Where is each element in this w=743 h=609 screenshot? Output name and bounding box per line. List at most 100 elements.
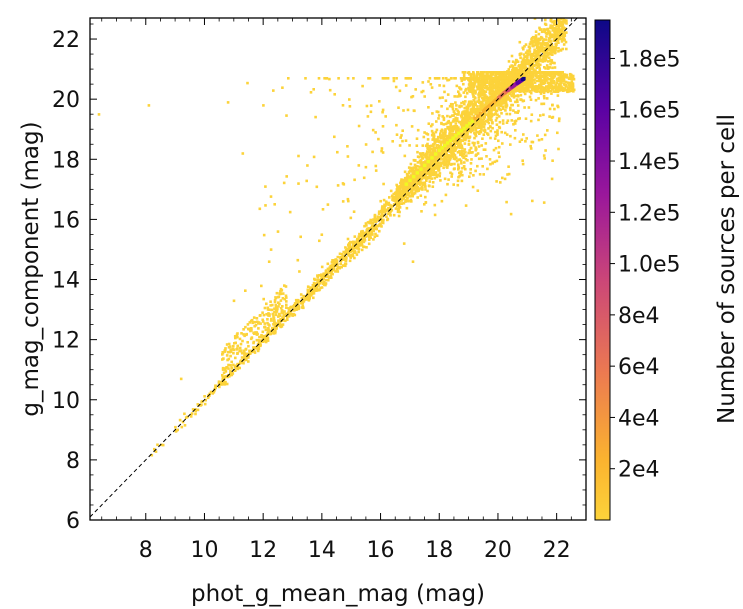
density-cell bbox=[489, 136, 492, 140]
density-cell bbox=[432, 132, 436, 136]
density-cell bbox=[411, 173, 415, 176]
density-cell bbox=[448, 144, 451, 147]
density-cell bbox=[546, 42, 550, 46]
density-cell bbox=[238, 362, 242, 365]
density-cell bbox=[358, 242, 362, 245]
density-cell bbox=[240, 356, 244, 359]
density-cell bbox=[468, 136, 471, 139]
density-cell bbox=[468, 125, 472, 129]
density-cell bbox=[495, 180, 498, 183]
density-cell bbox=[558, 89, 561, 92]
density-cell bbox=[406, 177, 409, 181]
density-cell bbox=[448, 128, 451, 131]
density-cell bbox=[353, 235, 357, 238]
density-cell bbox=[153, 447, 156, 451]
density-cell bbox=[422, 135, 426, 139]
density-cell bbox=[467, 104, 470, 108]
density-cell bbox=[495, 123, 499, 126]
density-cell bbox=[551, 61, 555, 65]
density-cell bbox=[516, 104, 520, 107]
density-cell bbox=[540, 138, 544, 141]
density-cell bbox=[565, 47, 568, 51]
density-cell bbox=[430, 86, 434, 89]
density-cell bbox=[489, 162, 492, 166]
density-cell bbox=[477, 93, 480, 96]
density-cell bbox=[557, 147, 560, 151]
density-cell bbox=[442, 166, 445, 170]
density-cell bbox=[514, 111, 517, 114]
density-cell bbox=[468, 111, 471, 115]
density-cell bbox=[536, 60, 540, 63]
density-cell bbox=[522, 61, 526, 65]
density-cell bbox=[404, 184, 408, 188]
density-cell bbox=[406, 193, 409, 196]
density-cell bbox=[442, 154, 445, 158]
density-cell bbox=[474, 146, 477, 149]
density-cell bbox=[355, 243, 359, 247]
density-cell bbox=[541, 45, 544, 49]
density-cell bbox=[493, 80, 497, 84]
density-cell bbox=[415, 137, 419, 140]
density-cell bbox=[520, 98, 523, 102]
density-cell bbox=[548, 86, 552, 89]
density-cell bbox=[420, 163, 423, 167]
density-cell bbox=[221, 378, 224, 381]
density-cell bbox=[367, 227, 371, 230]
density-cell bbox=[203, 395, 206, 398]
density-cell bbox=[457, 163, 460, 166]
density-cell bbox=[443, 163, 446, 167]
density-cell bbox=[418, 159, 422, 163]
density-cell bbox=[313, 278, 317, 282]
density-cell bbox=[262, 233, 266, 237]
density-cell bbox=[482, 148, 486, 151]
density-cell bbox=[409, 162, 413, 166]
density-cell bbox=[407, 199, 410, 203]
density-cell bbox=[353, 241, 357, 244]
density-cell bbox=[222, 380, 226, 383]
density-cell bbox=[536, 134, 539, 137]
density-cell bbox=[397, 208, 400, 211]
density-cell bbox=[468, 175, 471, 178]
density-cell bbox=[405, 188, 408, 192]
density-cell bbox=[534, 43, 537, 47]
density-cell bbox=[336, 270, 340, 273]
density-cell bbox=[472, 103, 475, 106]
density-cell bbox=[538, 37, 542, 41]
density-cell bbox=[473, 125, 477, 129]
density-cell bbox=[545, 97, 549, 100]
density-cell bbox=[490, 114, 494, 118]
density-cell bbox=[446, 114, 449, 118]
density-cell bbox=[527, 74, 530, 77]
density-cell bbox=[534, 98, 538, 102]
density-cell bbox=[304, 77, 307, 80]
density-cell bbox=[560, 40, 564, 43]
density-cell bbox=[534, 30, 538, 33]
density-cell bbox=[469, 74, 473, 78]
density-cell bbox=[332, 260, 336, 263]
density-cell bbox=[213, 389, 216, 392]
density-cell bbox=[470, 110, 474, 114]
density-cell bbox=[446, 158, 449, 161]
density-cell bbox=[183, 424, 187, 427]
density-cell bbox=[481, 89, 484, 92]
density-cell bbox=[457, 135, 460, 138]
density-cell bbox=[526, 52, 530, 56]
density-cell bbox=[329, 268, 332, 272]
density-cell bbox=[482, 133, 486, 136]
density-cell bbox=[352, 243, 355, 247]
density-cell bbox=[277, 320, 281, 324]
density-cell bbox=[487, 112, 490, 115]
density-cell bbox=[495, 104, 498, 107]
density-cell bbox=[486, 118, 489, 121]
density-cell bbox=[460, 105, 463, 108]
density-cell bbox=[560, 86, 563, 89]
density-cell bbox=[540, 30, 544, 34]
density-cell bbox=[481, 165, 484, 168]
density-cell bbox=[287, 307, 290, 310]
density-cell bbox=[521, 162, 525, 166]
density-cell bbox=[538, 26, 541, 30]
density-cell bbox=[549, 62, 552, 66]
density-cell bbox=[370, 224, 374, 227]
density-cell bbox=[484, 81, 487, 85]
density-cell bbox=[401, 178, 405, 182]
